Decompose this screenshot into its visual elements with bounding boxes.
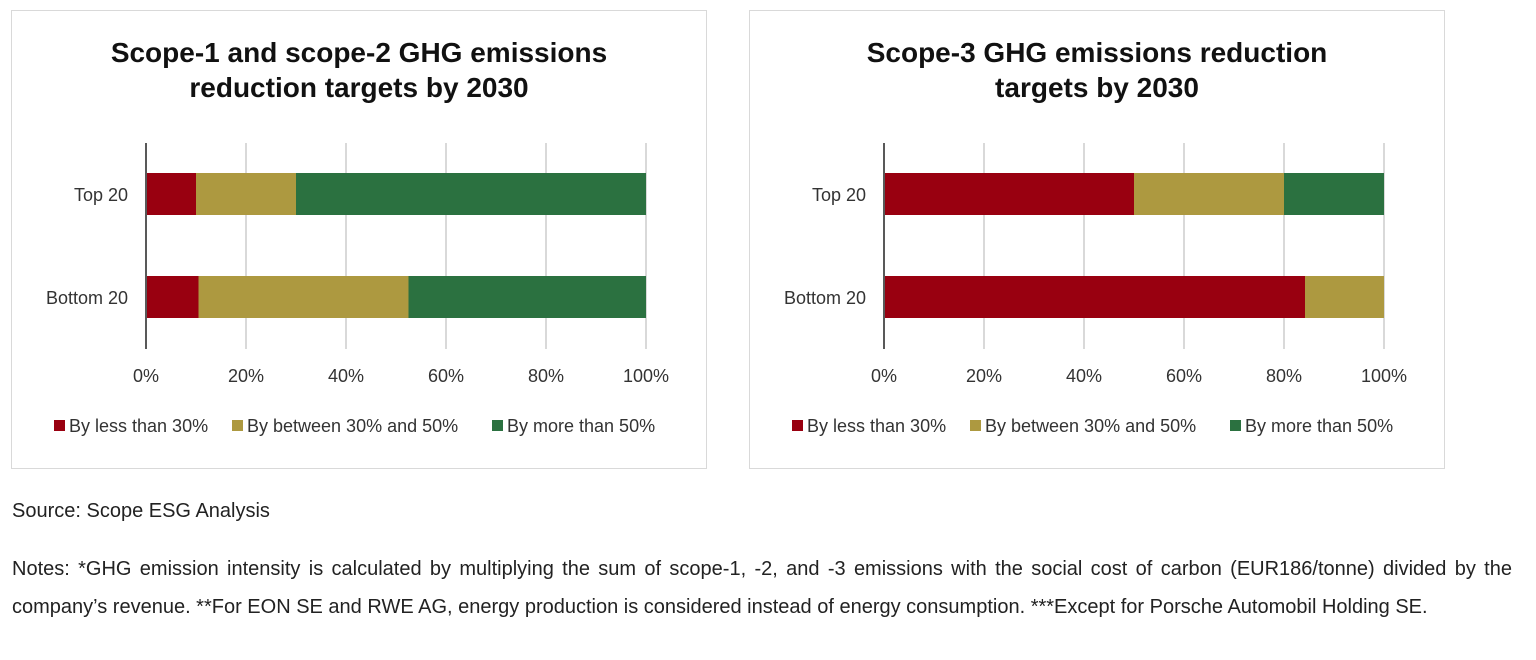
chart-panel-scope-3: Scope-3 GHG emissions reduction targets … — [749, 10, 1445, 469]
bar-segment — [408, 276, 646, 318]
legend-swatch — [1230, 420, 1241, 431]
bar-segment — [1134, 173, 1284, 215]
chart-svg-scope-1-2: 0% 20% 40% 60% 80% 100% Top 20 Bottom 20 By less… — [46, 143, 669, 436]
bar-segment — [1305, 276, 1384, 318]
bar-segment — [146, 173, 196, 215]
x-tick-label: 40% — [1066, 366, 1102, 386]
bar-segment — [884, 173, 1134, 215]
bar-segment — [296, 173, 646, 215]
chart-title: Scope-3 GHG emissions reduction targets … — [866, 37, 1328, 103]
legend-label: By more than 50% — [507, 416, 655, 436]
legend-swatch — [232, 420, 243, 431]
bar-segment — [198, 276, 409, 318]
category-label: Top 20 — [74, 185, 128, 205]
x-tick-label: 60% — [1166, 366, 1202, 386]
x-tick-label: 0% — [871, 366, 897, 386]
x-tick-label: 80% — [528, 366, 564, 386]
legend-label: By more than 50% — [1245, 416, 1393, 436]
category-label: Bottom 20 — [46, 288, 128, 308]
bar-segment — [196, 173, 296, 215]
legend-label: By less than 30% — [807, 416, 946, 436]
x-tick-label: 20% — [966, 366, 1002, 386]
notes-text: Notes: *GHG emission intensity is calcul… — [12, 558, 1512, 618]
x-tick-label: 0% — [133, 366, 159, 386]
category-label: Top 20 — [812, 185, 866, 205]
bar-segment — [146, 276, 199, 318]
x-tick-label: 60% — [428, 366, 464, 386]
legend-label: By less than 30% — [69, 416, 208, 436]
legend-swatch — [792, 420, 803, 431]
x-tick-label: 80% — [1266, 366, 1302, 386]
category-label: Bottom 20 — [784, 288, 866, 308]
legend-label: By between 30% and 50% — [247, 416, 458, 436]
legend-label: By between 30% and 50% — [985, 416, 1196, 436]
legend-swatch — [54, 420, 65, 431]
legend-swatch — [492, 420, 503, 431]
x-tick-label: 100% — [623, 366, 669, 386]
chart-svg-scope-3: 0% 20% 40% 60% 80% 100% Top 20 Bottom 20 By less… — [784, 143, 1407, 436]
source-note: Source: Scope ESG Analysis — [12, 500, 270, 522]
bar-segment — [1284, 173, 1384, 215]
bar-segment — [884, 276, 1305, 318]
x-tick-label: 40% — [328, 366, 364, 386]
legend-swatch — [970, 420, 981, 431]
chart-title: Scope-1 and scope-2 GHG emissions reduct… — [110, 37, 608, 103]
x-tick-label: 100% — [1361, 366, 1407, 386]
chart-panel-scope-1-2: Scope-1 and scope-2 GHG emissions reduct… — [11, 10, 707, 469]
x-tick-label: 20% — [228, 366, 264, 386]
